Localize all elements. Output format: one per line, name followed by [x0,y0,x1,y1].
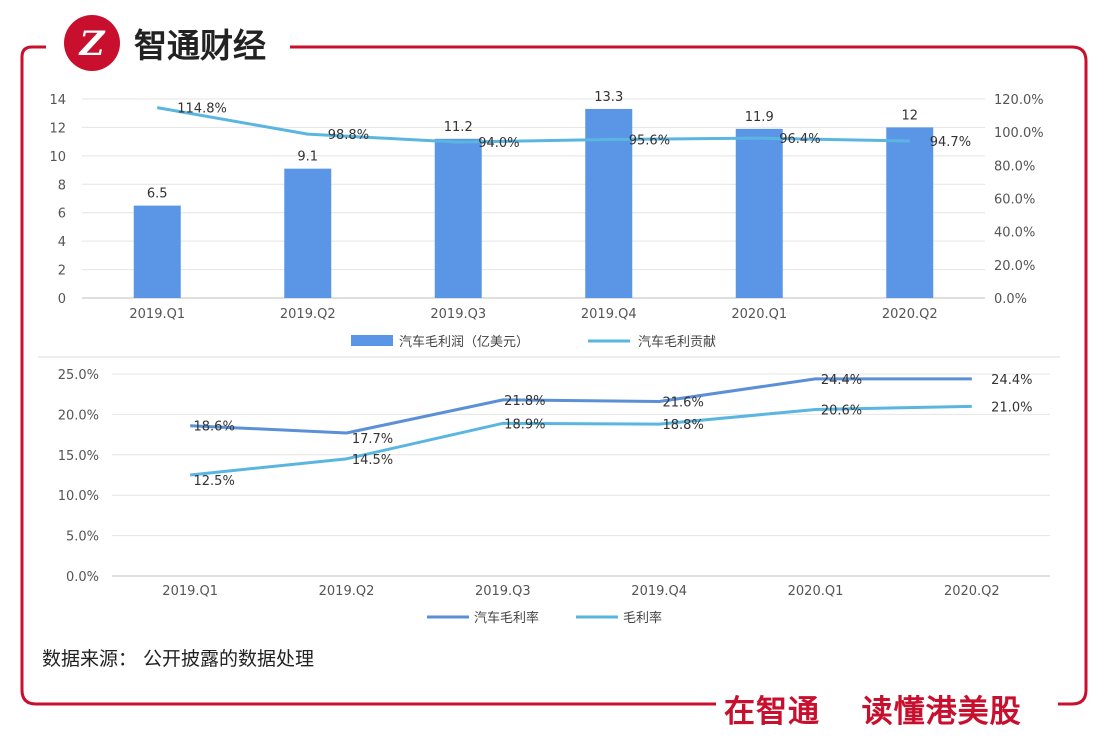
line-data-label: 94.0% [478,136,519,151]
y-right-tick-label: 80.0% [994,159,1035,174]
line-data-label: 18.8% [663,418,704,433]
logo-circle-icon [64,15,120,71]
bar [133,205,181,298]
frame-border-left [20,45,716,706]
y-right-tick-label: 0.0% [994,292,1027,307]
y-left-tick-label: 4 [58,235,66,250]
x-tick-label: 2019.Q3 [430,307,486,322]
y-tick-label: 20.0% [58,408,99,423]
y-left-tick-label: 0 [58,292,66,307]
x-tick-label: 2019.Q1 [129,307,185,322]
line-data-label: 94.7% [930,135,971,150]
y-left-tick-label: 2 [58,264,66,279]
bar [434,138,482,298]
source-note: 数据来源： 公开披露的数据处理 [42,648,315,670]
logo-glyph-icon: Z [78,24,106,64]
x-tick-label: 2020.Q2 [944,584,1000,599]
line-data-label: 24.4% [991,373,1032,388]
legend: 汽车毛利率 毛利率 [427,610,662,626]
x-tick-label: 2019.Q1 [162,584,218,599]
line-data-label: 12.5% [194,474,235,489]
y-right-tick-label: 60.0% [994,193,1035,208]
line-data-label: 24.4% [821,373,862,388]
series-line-gross-margin [190,404,972,477]
bar-data-label: 6.5 [147,187,168,202]
x-tick-label: 2020.Q2 [882,307,938,322]
legend: 汽车毛利润（亿美元） 汽车毛利贡献 [351,334,716,350]
y-left-tick-label: 10 [49,150,66,165]
x-tick-label: 2019.Q2 [319,584,375,599]
line-data-label: 18.9% [504,417,545,432]
y-tick-label: 15.0% [58,449,99,464]
y-tick-label: 25.0% [58,368,99,383]
y-left-tick-label: 14 [49,93,66,108]
bar-data-label: 9.1 [297,150,318,165]
series-line-auto-margin [190,377,972,435]
line-data-label: 21.6% [663,395,704,410]
y-right-tick-label: 100.0% [994,126,1044,141]
x-tick-label: 2020.Q1 [788,584,844,599]
line-data-label: 95.6% [629,133,670,148]
line-data-label: 21.0% [991,400,1032,415]
series-line-contribution [156,106,910,144]
y-left-tick-label: 6 [58,207,66,222]
bar-data-label: 11.9 [745,110,774,125]
legend-swatch-bar [351,335,393,346]
y-right-tick-label: 20.0% [994,259,1035,274]
frame-border [290,45,1088,706]
x-tick-label: 2019.Q4 [581,307,637,322]
y-left-tick-label: 12 [49,121,66,136]
brand-logo: Z 智通财经 [64,15,266,71]
slogan-part2: 读懂港美股 [861,694,1022,730]
line-data-label: 96.4% [779,132,820,147]
x-tick-label: 2019.Q4 [631,584,687,599]
bar [585,108,633,298]
line-data-label: 20.6% [821,404,862,419]
x-tick-label: 2020.Q1 [731,307,787,322]
x-tick-label: 2019.Q3 [475,584,531,599]
bar [886,127,934,298]
y-left-tick-label: 8 [58,178,66,193]
legend-label: 汽车毛利润（亿美元） [399,334,529,350]
bar-data-label: 12 [901,108,918,123]
chart-top-gross-profit: 0 2 4 6 8 10 12 14 0.0% 20.0% 40.0% 60.0% 80.0% 100.0… [49,90,1043,350]
y-tick-label: 10.0% [58,489,99,504]
legend-label: 毛利率 [623,610,662,626]
line-data-label: 114.8% [177,102,227,117]
bar [735,128,783,298]
line-data-label: 98.8% [328,128,369,143]
line-data-label: 21.8% [504,394,545,409]
brand-slogan: 在智通 读懂港美股 [724,686,1022,731]
bar-data-label: 13.3 [594,90,623,105]
y-tick-label: 5.0% [66,530,99,545]
y-right-tick-label: 40.0% [994,226,1035,241]
y-right-tick-label: 120.0% [994,93,1044,108]
legend-label: 汽车毛利率 [474,610,539,626]
bar-data-label: 11.2 [444,120,473,135]
line-data-label: 14.5% [352,453,393,468]
chart-bottom-margins: 0.0% 5.0% 10.0% 15.0% 20.0% 25.0% 2019.Q1 2019.… [58,368,1050,626]
legend-label: 汽车毛利贡献 [638,334,716,350]
line-data-label: 18.6% [194,420,235,435]
bar [284,168,332,298]
line-data-label: 17.7% [352,432,393,447]
y-tick-label: 0.0% [66,570,99,585]
logo-text: 智通财经 [134,26,266,65]
x-tick-label: 2019.Q2 [280,307,336,322]
slogan-part1: 在智通 [724,694,820,730]
